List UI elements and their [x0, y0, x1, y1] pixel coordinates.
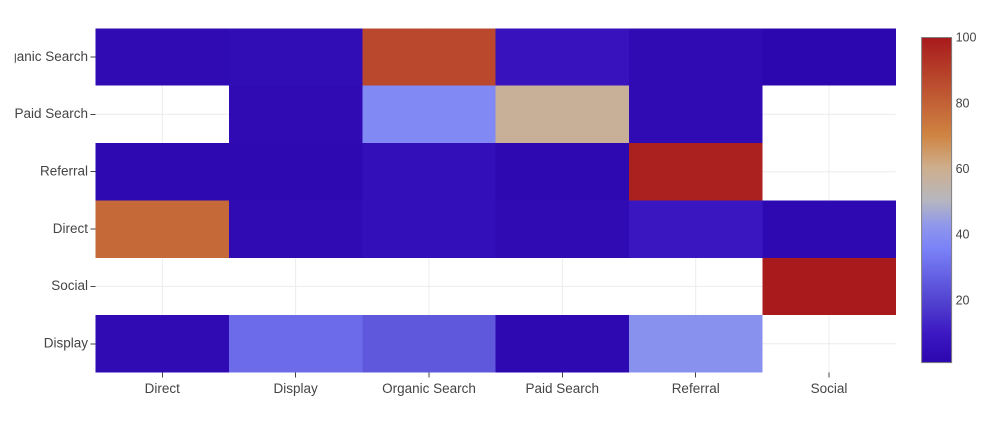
svg-text:Social: Social: [51, 278, 88, 293]
svg-text:Referral: Referral: [40, 164, 88, 179]
svg-text:Organic Search: Organic Search: [382, 381, 476, 396]
svg-text:Social: Social: [811, 381, 848, 396]
svg-text:Organic Search: Organic Search: [0, 49, 88, 64]
svg-text:Paid Search: Paid Search: [14, 106, 88, 121]
svg-text:40: 40: [956, 228, 970, 242]
svg-text:60: 60: [956, 162, 970, 176]
svg-text:Direct: Direct: [145, 381, 181, 396]
svg-text:Paid Search: Paid Search: [526, 381, 600, 396]
svg-text:Referral: Referral: [672, 381, 720, 396]
svg-text:Display: Display: [273, 381, 318, 396]
svg-text:80: 80: [956, 96, 970, 110]
svg-text:100: 100: [956, 31, 977, 45]
svg-text:20: 20: [956, 293, 970, 307]
svg-text:Direct: Direct: [53, 221, 89, 236]
svg-text:Display: Display: [44, 336, 89, 351]
